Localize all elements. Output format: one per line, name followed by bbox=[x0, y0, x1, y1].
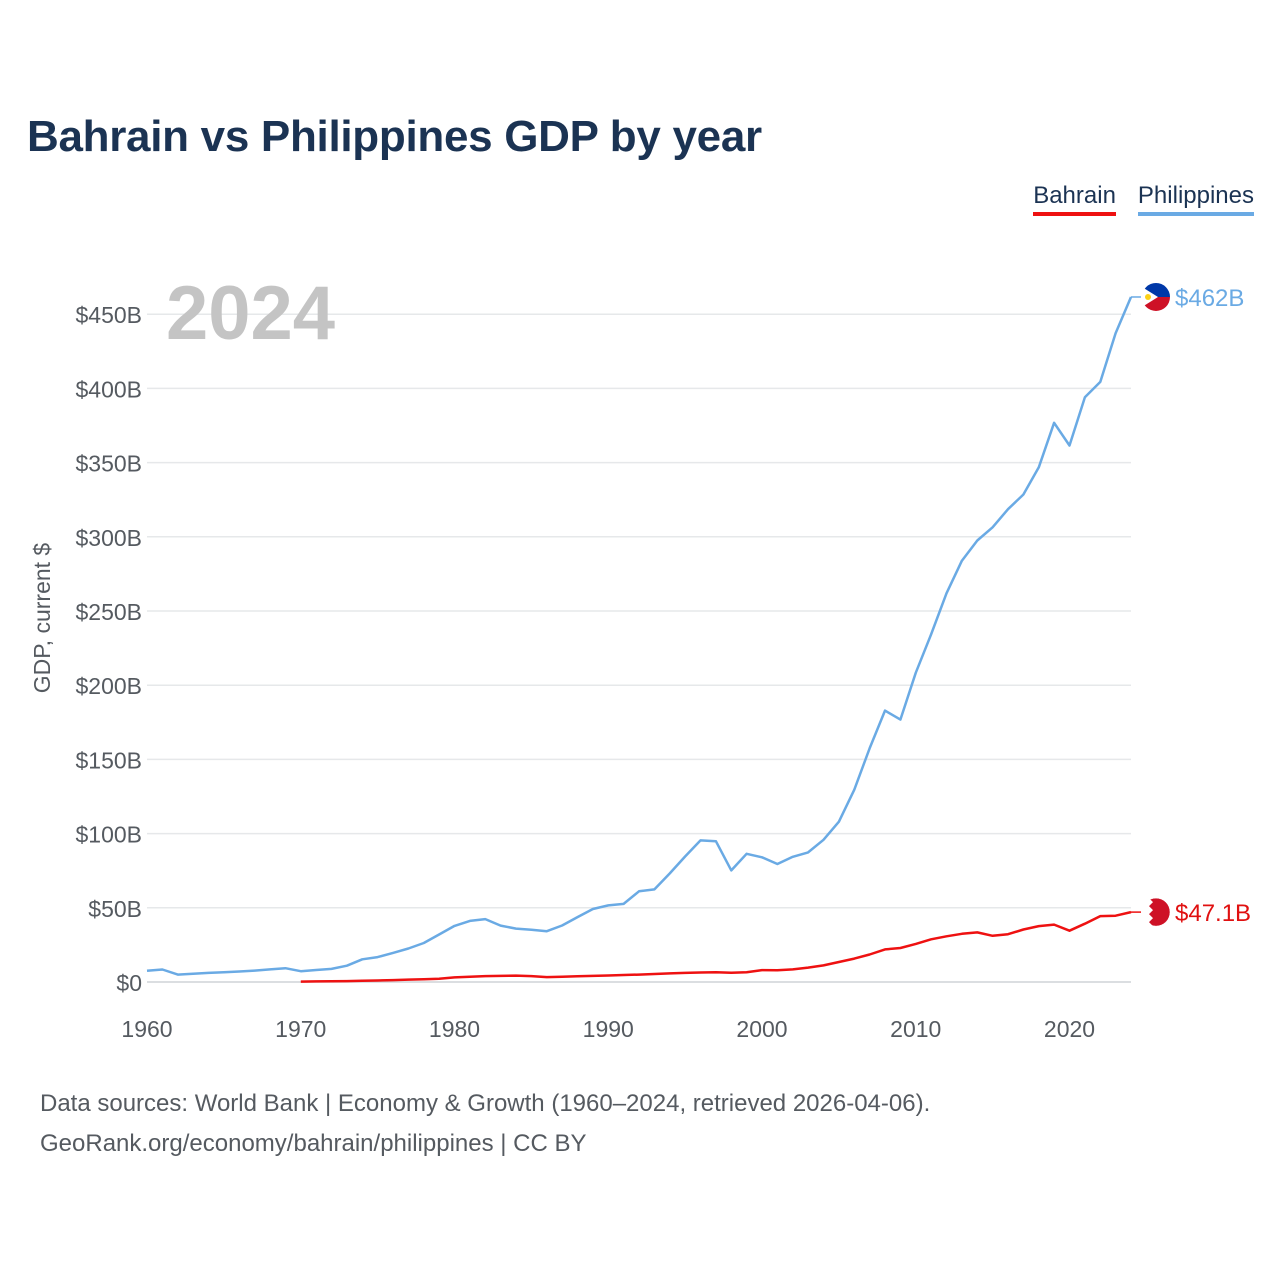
year-watermark: 2024 bbox=[166, 271, 335, 356]
end-label-philippines: $462B bbox=[1175, 285, 1244, 312]
flag-bahrain-outline bbox=[1141, 897, 1171, 927]
data-sources-text: Data sources: World Bank | Economy & Gro… bbox=[40, 1090, 931, 1117]
x-tick-label: 1960 bbox=[121, 1016, 172, 1042]
y-tick-label: $300B bbox=[75, 525, 142, 551]
y-tick-label: $0 bbox=[116, 970, 142, 996]
y-tick-label: $100B bbox=[75, 822, 142, 848]
x-tick-label: 1980 bbox=[429, 1016, 480, 1042]
y-tick-label: $150B bbox=[75, 747, 142, 773]
y-axis-label: GDP, current $ bbox=[29, 543, 55, 694]
y-tick-label: $50B bbox=[88, 896, 142, 922]
source-link[interactable]: GeoRank.org/economy/bahrain/philippines … bbox=[40, 1130, 587, 1157]
series-line-bahrain bbox=[300, 910, 1132, 983]
y-tick-label: $250B bbox=[75, 599, 142, 625]
legend: Bahrain Philippines bbox=[1033, 182, 1254, 216]
chart-title: Bahrain vs Philippines GDP by year bbox=[27, 112, 762, 161]
x-tick-label: 1970 bbox=[275, 1016, 326, 1042]
flag-bahrain-white bbox=[1142, 898, 1153, 927]
x-tick-label: 2010 bbox=[890, 1016, 941, 1042]
y-tick-label: $400B bbox=[75, 376, 142, 402]
series-line-philippines bbox=[146, 296, 1133, 976]
y-tick-label: $450B bbox=[75, 302, 142, 328]
flag-philippines-sun bbox=[1145, 293, 1151, 300]
x-tick-label: 2020 bbox=[1044, 1016, 1095, 1042]
y-tick-label: $350B bbox=[75, 451, 142, 477]
legend-item-bahrain[interactable]: Bahrain bbox=[1033, 182, 1116, 216]
x-tick-label: 1990 bbox=[583, 1016, 634, 1042]
footer: Data sources: World Bank | Economy & Gro… bbox=[40, 1084, 930, 1164]
y-tick-label: $200B bbox=[75, 673, 142, 699]
end-label-bahrain: $47.1B bbox=[1175, 900, 1251, 927]
legend-item-philippines[interactable]: Philippines bbox=[1137, 182, 1254, 216]
x-tick-label: 2000 bbox=[736, 1016, 787, 1042]
